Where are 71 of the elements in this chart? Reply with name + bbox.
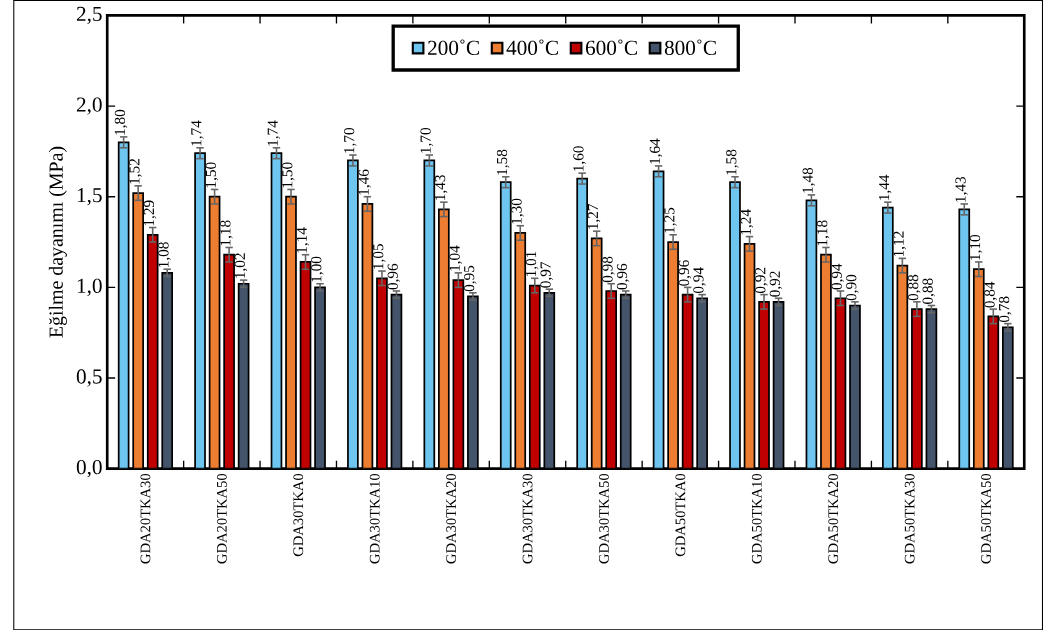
legend-label: 800˚C [664, 39, 716, 55]
x-tick-label: GDA50TKA0 [675, 473, 686, 557]
data-label: 1,18 [817, 220, 830, 246]
data-label: 0,88 [922, 278, 935, 304]
data-label: 0,96 [678, 260, 692, 286]
data-label: 1,50 [282, 162, 295, 188]
y-tick-label: 2,0 [76, 97, 102, 115]
data-label: 1,30 [511, 198, 524, 224]
data-label: 0,98 [602, 256, 615, 283]
y-tick-label: 1,5 [77, 188, 102, 206]
data-label: 1,24 [740, 209, 754, 235]
data-label: 0,96 [616, 263, 630, 290]
y-tick-label: 0,5 [76, 369, 102, 387]
x-tick-label: GDA30TKA50 [599, 473, 609, 564]
data-label: 0,94 [693, 267, 706, 294]
data-label: 0,95 [464, 265, 477, 292]
data-label: 1,27 [587, 203, 601, 229]
data-label: 1,44 [878, 174, 892, 200]
x-tick-label: GDA50TKA10 [751, 473, 762, 564]
data-label: 1,43 [955, 176, 968, 202]
data-label: 0,97 [540, 261, 553, 288]
data-label: 1,18 [220, 220, 233, 246]
legend-label: 600˚C [585, 39, 637, 55]
data-label: 0,92 [769, 271, 783, 297]
x-tick-label: GDA30TKA20 [446, 473, 457, 564]
data-label: 1,00 [311, 256, 324, 282]
x-tick-label: GDA30TKA0 [293, 473, 304, 557]
data-label: 0,92 [755, 267, 768, 294]
data-label: 0,78 [998, 296, 1012, 323]
data-label: 1,80 [114, 109, 128, 135]
data-label: 1,60 [573, 146, 586, 171]
legend-label: 200˚C [428, 39, 479, 55]
data-label: 0,88 [908, 274, 921, 301]
x-tick-label: GDA30TKA10 [369, 473, 380, 564]
y-axis-title: Eğilme dayanımı (MPa) [48, 146, 67, 338]
x-tick-label: GDA20TKA30 [140, 473, 151, 564]
data-label: 1,46 [358, 169, 371, 195]
data-label: 1,01 [525, 251, 539, 276]
legend-label: 400˚C [506, 39, 558, 55]
data-label: 1,04 [449, 245, 462, 271]
data-label: 1,74 [191, 120, 204, 146]
data-label: 1,12 [893, 231, 906, 256]
x-tick-label: GDA30TKA30 [522, 473, 533, 564]
data-label: 1,08 [158, 242, 171, 267]
data-label: 1,64 [649, 138, 663, 164]
data-label: 1,25 [664, 207, 677, 233]
data-label: 1,74 [267, 120, 281, 146]
y-tick-label: 1,0 [77, 278, 102, 296]
data-label: 1,58 [726, 149, 739, 175]
y-tick-label: 2,5 [76, 6, 102, 24]
data-label: 0,96 [387, 263, 401, 290]
data-label: 1,29 [143, 200, 157, 226]
data-label: 1,70 [420, 127, 433, 153]
data-label: 1,52 [129, 158, 142, 184]
data-label: 1,43 [434, 175, 448, 200]
data-label: 0,90 [846, 274, 859, 301]
data-label: 0,94 [831, 263, 845, 290]
data-label: 1,05 [373, 243, 386, 269]
x-tick-label: GDA50TKA20 [828, 473, 839, 564]
y-tick-label: 0,0 [76, 459, 102, 478]
data-label: 1,10 [969, 234, 983, 260]
data-label: 0,84 [984, 281, 997, 308]
x-tick-label: GDA20TKA50 [216, 473, 227, 564]
data-label: 1,70 [344, 127, 357, 153]
data-label: 1,48 [802, 167, 816, 193]
data-label: 1,02 [234, 253, 248, 278]
data-label: 1,50 [205, 162, 219, 188]
x-tick-label: GDA50TKA50 [981, 473, 991, 564]
x-tick-label: GDA50TKA30 [904, 473, 915, 564]
data-label: 1,58 [496, 149, 510, 175]
data-label: 1,14 [296, 227, 310, 253]
